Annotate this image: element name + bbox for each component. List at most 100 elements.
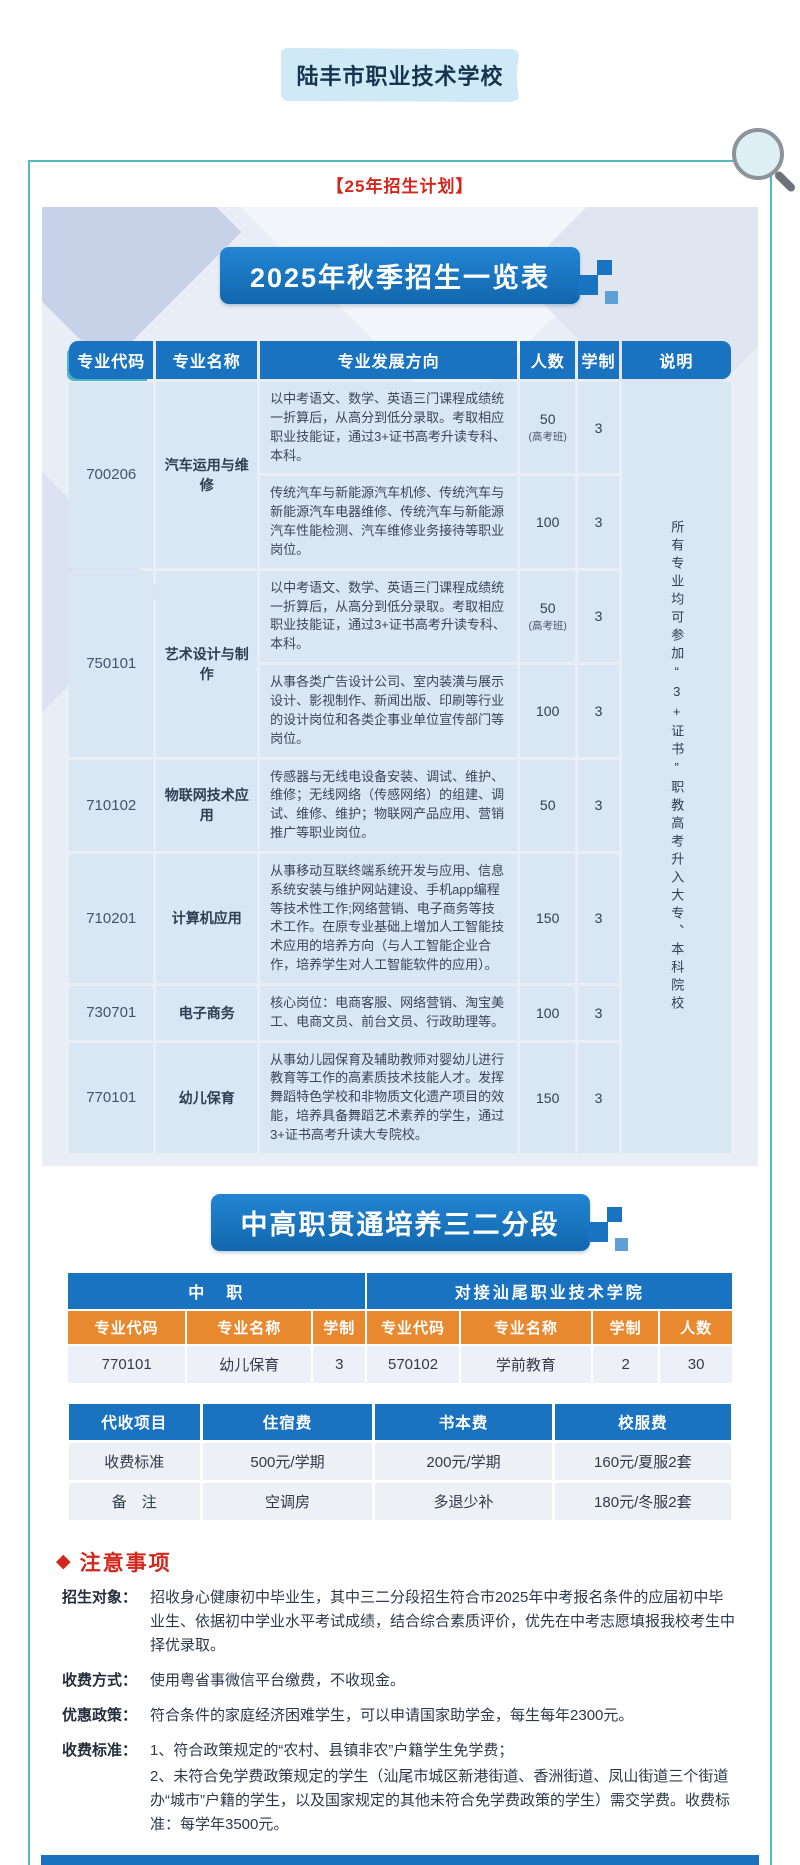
- magnifier-icon: [732, 128, 784, 180]
- program-count: 100: [520, 665, 576, 757]
- checker-squares-decoration: [586, 1206, 630, 1251]
- notice-text: 1、符合政策规定的“农村、县镇非农”户籍学生免学费； 2、未符合免学费政策规定的…: [150, 1739, 738, 1839]
- diamond-bullet-icon: ◆: [56, 1551, 73, 1573]
- enrollment-banner-title: 2025年秋季招生一览表: [219, 247, 619, 304]
- col-header-code: 专业代码: [68, 1310, 186, 1344]
- col-header-years: 学制: [313, 1310, 366, 1344]
- table-row: 710201 计算机应用 从事移动互联终端系统开发与应用、信息系统安装与维护网站…: [69, 853, 731, 983]
- notices-section: ◆ 注意事项 招生对象： 招收身心健康初中毕业生，其中三二分段招生符合市2025…: [56, 1547, 738, 1839]
- col-header-name: 专业名称: [156, 341, 258, 379]
- col-header-code: 专业代码: [69, 341, 154, 379]
- notice-text: 招收身心健康初中毕业生，其中三二分段招生符合市2025年中考报名条件的应届初中毕…: [150, 1586, 738, 1660]
- segment-banner-label: 中高职贯通培养三二分段: [240, 1209, 560, 1240]
- program-years: 3: [578, 665, 619, 757]
- group-header-zhongzhi: 中 职: [68, 1272, 366, 1309]
- program-direction: 从事各类广告设计公司、室内装潢与展示设计、影视制作、新闻出版、印刷等行业的设计岗…: [260, 665, 518, 757]
- col-header-name: 专业名称: [187, 1310, 312, 1344]
- program-count: 50: [520, 759, 576, 851]
- program-direction: 以中考语文、数学、英语三门课程成绩统一折算后，从高分到低分录取。考取相应职业技能…: [260, 382, 518, 474]
- program-direction: 以中考语文、数学、英语三门课程成绩统一折算后，从高分到低分录取。考取相应职业技能…: [260, 570, 518, 663]
- col-header-years: 学制: [578, 341, 619, 379]
- col-header-dorm: 住宿费: [202, 1403, 373, 1440]
- fee-dorm: 空调房: [202, 1482, 373, 1520]
- program-years: 3: [578, 853, 619, 983]
- segment-banner-wrap: 中高职贯通培养三二分段: [41, 1193, 759, 1251]
- cell-years: 2: [593, 1345, 659, 1383]
- col-header-count: 人数: [660, 1310, 732, 1344]
- program-direction: 从事幼儿园保育及辅助教师对婴幼儿进行教育等工作的高素质技术技能人才。发挥舞蹈特色…: [260, 1042, 518, 1153]
- table-row: 备 注 空调房 多退少补 180元/冬服2套: [69, 1482, 731, 1520]
- notices-title: ◆ 注意事项: [56, 1547, 738, 1577]
- notice-label: 收费标准：: [62, 1741, 138, 1759]
- table-row: 770101 幼儿保育 从事幼儿园保育及辅助教师对婴幼儿进行教育等工作的高素质技…: [69, 1042, 731, 1153]
- notice-line: 1、符合政策规定的“农村、县镇非农”户籍学生免学费；: [150, 1741, 514, 1759]
- enrollment-banner-wrap: 2025年秋季招生一览表: [42, 247, 758, 304]
- col-header-name: 专业名称: [460, 1310, 592, 1344]
- count-note: (高考班): [528, 619, 567, 632]
- count-note: (高考班): [528, 431, 567, 444]
- checker-squares-decoration: [576, 260, 620, 304]
- col-header-years: 学制: [593, 1310, 659, 1344]
- col-header-direction: 专业发展方向: [260, 341, 518, 379]
- school-name-sign: 陆丰市职业技术学校: [281, 48, 519, 102]
- notice-label: 招生对象：: [62, 1588, 138, 1606]
- program-count: 50 (高考班): [520, 382, 576, 474]
- col-header-note: 说明: [621, 341, 731, 379]
- notice-text: 符合条件的家庭经济困难学生，可以申请国家助学金，每生每年2300元。: [150, 1704, 738, 1730]
- footer-bar: 服务号 · 陆丰市职业技术学校: [41, 1854, 759, 1865]
- table-row: 710102 物联网技术应用 传感器与无线电设备安装、调试、维护、维修；无线网络…: [69, 759, 731, 851]
- program-direction: 传感器与无线电设备安装、调试、维护、维修；无线网络（传感网络）的组建、调试、维修…: [260, 759, 518, 851]
- fee-uniform: 160元/夏服2套: [554, 1442, 731, 1480]
- program-years: 3: [578, 476, 619, 568]
- program-direction: 从事移动互联终端系统开发与应用、信息系统安装与维护网站建设、手机app编程等技术…: [260, 853, 518, 983]
- program-code: 730701: [69, 985, 154, 1040]
- table-row: 730701 电子商务 核心岗位：电商客服、网络营销、淘宝美工、电商文员、前台文…: [69, 985, 731, 1040]
- program-code: 700206: [69, 382, 154, 568]
- fee-books: 200元/学期: [375, 1442, 552, 1480]
- table-row: 700206 汽车运用与维修 以中考语文、数学、英语三门课程成绩统一折算后，从高…: [69, 382, 731, 1153]
- plan-title: 【25年招生计划】: [326, 177, 474, 196]
- program-years: 3: [578, 382, 619, 474]
- notice-line: 使用粤省事微信平台缴费，不收现金。: [150, 1671, 406, 1689]
- col-header-books: 书本费: [375, 1403, 552, 1440]
- fee-row-label: 备 注: [69, 1482, 200, 1520]
- program-name: 计算机应用: [156, 853, 258, 983]
- col-header-uniform: 校服费: [554, 1403, 731, 1440]
- fee-books: 多退少补: [375, 1482, 552, 1520]
- col-header-code: 专业代码: [367, 1310, 459, 1344]
- group-header-duijie: 对接汕尾职业技术学院: [367, 1272, 732, 1309]
- notice-item: 收费标准： 1、符合政策规定的“农村、县镇非农”户籍学生免学费； 2、未符合免学…: [62, 1739, 738, 1839]
- col-header-count: 人数: [520, 341, 576, 379]
- col-header-item: 代收项目: [69, 1403, 200, 1440]
- program-direction: 传统汽车与新能源汽车机修、传统汽车与新能源汽车电器维修、传统汽车与新能源汽车性能…: [260, 476, 518, 568]
- program-years: 3: [578, 759, 619, 851]
- segment-subheader-row: 专业代码 专业名称 学制 专业代码 专业名称 学制 人数: [68, 1310, 732, 1344]
- enrollment-banner-label: 2025年秋季招生一览表: [249, 263, 551, 293]
- program-years: 3: [578, 570, 619, 663]
- segment-banner-title: 中高职贯通培养三二分段: [210, 1193, 628, 1251]
- table-row: 收费标准 500元/学期 200元/学期 160元/夏服2套: [69, 1442, 731, 1480]
- fee-dorm: 500元/学期: [202, 1442, 373, 1480]
- table-row: 传统汽车与新能源汽车机修、传统汽车与新能源汽车电器维修、传统汽车与新能源汽车性能…: [69, 476, 731, 568]
- header-hanging-sign: 陆丰市职业技术学校: [0, 48, 800, 144]
- program-direction: 核心岗位：电商客服、网络营销、淘宝美工、电商文员、前台文员、行政助理等。: [260, 985, 518, 1040]
- enrollment-panel: 2025年秋季招生一览表 专业代码 专业名称 专业发展方向 人数 学制 说明: [42, 207, 758, 1166]
- segment-group-header-row: 中 职 对接汕尾职业技术学院: [68, 1272, 732, 1309]
- program-code: 710102: [69, 759, 154, 851]
- cell-name: 幼儿保育: [187, 1345, 312, 1383]
- program-count: 50 (高考班): [520, 570, 576, 663]
- cell-years: 3: [313, 1345, 366, 1383]
- program-name: 物联网技术应用: [156, 759, 258, 851]
- program-name: 电子商务: [156, 985, 258, 1040]
- cell-name: 学前教育: [460, 1345, 592, 1383]
- notice-line: 招收身心健康初中毕业生，其中三二分段招生符合市2025年中考报名条件的应届初中毕…: [150, 1588, 736, 1654]
- cell-count: 30: [660, 1345, 732, 1383]
- notice-item: 招生对象： 招收身心健康初中毕业生，其中三二分段招生符合市2025年中考报名条件…: [62, 1586, 738, 1660]
- notice-item: 优惠政策： 符合条件的家庭经济困难学生，可以申请国家助学金，每生每年2300元。: [62, 1704, 738, 1730]
- cell-code: 570102: [367, 1345, 459, 1383]
- program-count: 150: [520, 1042, 576, 1153]
- enrollment-table: 专业代码 专业名称 专业发展方向 人数 学制 说明 700206 汽车运用与维修…: [66, 338, 734, 1156]
- table-row: 从事各类广告设计公司、室内装潢与展示设计、影视制作、新闻出版、印刷等行业的设计岗…: [69, 665, 731, 757]
- notice-line: 2、未符合免学费政策规定的学生（汕尾市城区新港街道、香洲街道、凤山街道三个街道办…: [150, 1767, 730, 1833]
